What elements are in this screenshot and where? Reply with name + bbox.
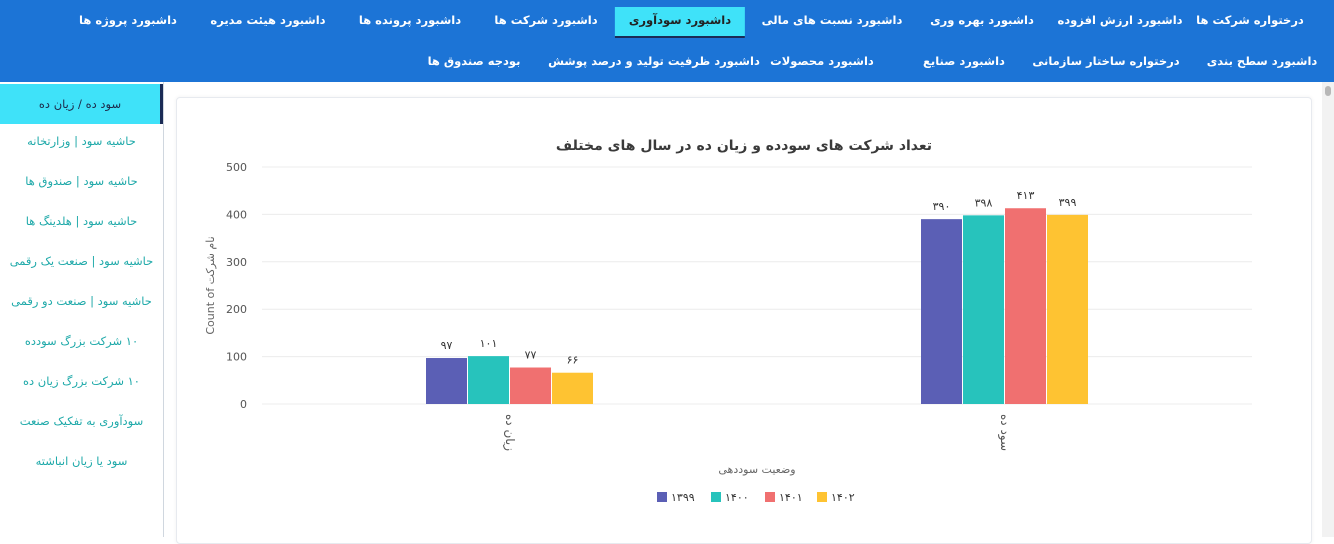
- nav-tab-row1-6[interactable]: داشبورد شرکت ها: [494, 13, 598, 27]
- scrollbar[interactable]: [1322, 82, 1334, 537]
- sidebar-item-3[interactable]: حاشیه سود | صندوق ها: [25, 174, 138, 188]
- nav-tab-row1-4[interactable]: داشبورد نسبت های مالی: [761, 13, 903, 27]
- bar-2-3: [1005, 208, 1046, 404]
- sidebar-item-1[interactable]: سود ده / زیان ده: [0, 84, 163, 124]
- data-label-1-4: ۶۶: [567, 354, 579, 367]
- data-label-1-2: ۱۰۱: [480, 337, 498, 350]
- sidebar-item-7[interactable]: ۱۰ شرکت بزرگ سودده: [24, 334, 139, 348]
- nav-tab-row1-7[interactable]: داشبورد پرونده ها: [358, 13, 462, 27]
- chart-title: تعداد شرکت های سودده و زیان ده در سال ها…: [556, 138, 932, 154]
- y-tick-label-4: 400: [226, 208, 247, 221]
- sidebar-item-6[interactable]: حاشیه سود | صنعت دو رقمی: [11, 294, 152, 308]
- nav-tab-row1-5[interactable]: داشبورد سودآوری: [614, 7, 746, 38]
- sidebar-item-9[interactable]: سودآوری به تفکیک صنعت: [19, 414, 144, 428]
- legend-swatch-1: [657, 492, 667, 502]
- legend-swatch-4: [817, 492, 827, 502]
- sidebar-item-4[interactable]: حاشیه سود | هلدینگ ها: [25, 214, 138, 228]
- y-tick-label-2: 200: [226, 303, 247, 316]
- y-tick-label-1: 100: [226, 351, 247, 364]
- data-label-2-1: ۳۹۰: [933, 200, 951, 213]
- bar-2-2: [963, 215, 1004, 404]
- legend-label-1: ۱۳۹۹: [671, 491, 695, 504]
- y-tick-label-0: 0: [240, 398, 247, 411]
- nav-tab-row2-3[interactable]: داشبورد صنایع: [923, 54, 1005, 68]
- nav-tab-row2-5[interactable]: داشبورد ظرفیت تولید و درصد پوشش: [548, 54, 760, 68]
- bar-chart: تعداد شرکت های سودده و زیان ده در سال ها…: [204, 138, 1252, 504]
- legend-swatch-2: [711, 492, 721, 502]
- sidebar-item-10[interactable]: سود یا زیان انباشته: [35, 454, 128, 468]
- sidebar: سود ده / زیان ده حاشیه سود | وزارتخانه حاش…: [0, 82, 164, 537]
- bar-1-2: [468, 356, 509, 404]
- data-label-1-3: ۷۷: [525, 349, 537, 362]
- nav-tab-row2-4[interactable]: داشبورد محصولات: [770, 54, 874, 68]
- bar-1-3: [510, 367, 551, 404]
- x-axis-label: وضعیت سوددهی: [718, 463, 795, 476]
- y-tick-label-3: 300: [226, 256, 247, 269]
- nav-tab-row1-9[interactable]: داشبورد پروژه ها: [79, 13, 177, 27]
- x-tick-label-2: سود ده: [997, 414, 1012, 451]
- sidebar-item-2[interactable]: حاشیه سود | وزارتخانه: [27, 134, 136, 148]
- bar-1-4: [552, 372, 593, 404]
- sidebar-item-5[interactable]: حاشیه سود | صنعت یک رقمی: [9, 254, 154, 268]
- x-tick-label-1: زیان ده: [502, 414, 517, 451]
- data-label-2-3: ۴۱۳: [1017, 189, 1035, 202]
- data-label-1-1: ۹۷: [441, 339, 453, 352]
- legend-label-2: ۱۴۰۰: [725, 491, 749, 504]
- nav-tab-row2-2[interactable]: درختواره ساختار سازمانی: [1032, 54, 1180, 68]
- scrollbar-thumb[interactable]: [1325, 86, 1331, 96]
- y-axis-label: Count of نام شرکت: [204, 236, 217, 334]
- top-navigation: درختواره شرکت ها داشبورد ارزش افزوده داشبو…: [0, 0, 1334, 82]
- bar-1-1: [426, 358, 467, 404]
- bar-2-1: [921, 219, 962, 404]
- nav-tab-row1-1[interactable]: درختواره شرکت ها: [1196, 13, 1304, 27]
- legend-swatch-3: [765, 492, 775, 502]
- y-tick-label-5: 500: [226, 161, 247, 174]
- legend-label-4: ۱۴۰۲: [831, 491, 855, 504]
- chart-card: تعداد شرکت های سودده و زیان ده در سال ها…: [176, 97, 1312, 544]
- sidebar-item-8[interactable]: ۱۰ شرکت بزرگ زیان ده: [23, 374, 140, 388]
- bar-2-4: [1047, 214, 1088, 404]
- legend-label-3: ۱۴۰۱: [779, 491, 803, 504]
- nav-tab-row2-1[interactable]: داشبورد سطح بندی: [1206, 54, 1318, 68]
- data-label-2-2: ۳۹۸: [975, 196, 993, 209]
- nav-tab-row2-6[interactable]: بودجه صندوق ها: [427, 54, 521, 68]
- nav-tab-row1-2[interactable]: داشبورد ارزش افزوده: [1057, 13, 1183, 27]
- data-label-2-4: ۳۹۹: [1059, 196, 1077, 209]
- nav-tab-row1-8[interactable]: داشبورد هیئت مدیره: [210, 13, 326, 27]
- nav-tab-row1-3[interactable]: داشبورد بهره وری: [930, 13, 1034, 27]
